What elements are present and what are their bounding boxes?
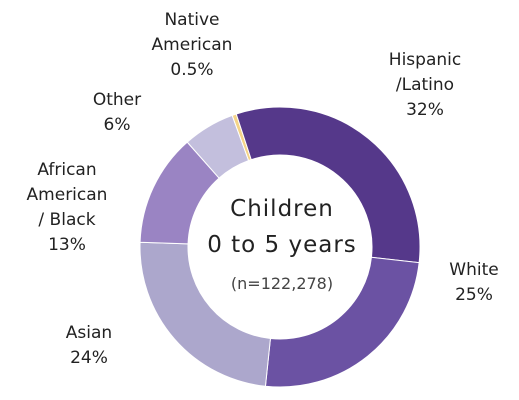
label-native-american-line1: Native — [164, 10, 220, 30]
label-native-american: Native American 0.5% — [152, 8, 233, 83]
label-other-value: 6% — [103, 115, 131, 135]
slice-asian — [139, 241, 271, 387]
label-white-value: 25% — [455, 285, 493, 305]
label-other: Other 6% — [93, 88, 141, 138]
label-african-american-line2: American — [26, 185, 108, 205]
label-asian-value: 24% — [70, 348, 108, 368]
label-hispanic-latino: Hispanic /Latino 32% — [389, 48, 461, 123]
label-other-line1: Other — [92, 90, 142, 110]
label-african-american-black: African American / Black 13% — [27, 158, 108, 258]
slice-hispanic-latino — [235, 106, 421, 264]
label-asian: Asian 24% — [66, 321, 112, 371]
label-asian-line1: Asian — [65, 323, 113, 343]
center-sample-size: (n=122,278) — [230, 274, 334, 293]
center-title-line1: Children — [230, 196, 334, 222]
label-hispanic-value: 32% — [406, 100, 444, 120]
label-african-american-line1: African — [37, 160, 97, 180]
slice-white — [264, 256, 420, 388]
label-african-american-value: 13% — [48, 235, 86, 255]
label-hispanic-line1: Hispanic — [388, 50, 462, 70]
label-native-american-value: 0.5% — [170, 60, 214, 80]
center-title-line2: 0 to 5 years — [207, 232, 357, 258]
label-white: White 25% — [449, 258, 498, 308]
label-hispanic-line2: /Latino — [395, 75, 455, 95]
label-native-american-line2: American — [151, 35, 233, 55]
label-white-line1: White — [449, 260, 499, 280]
label-african-american-line3: / Black — [38, 210, 96, 230]
slice-other — [186, 114, 250, 179]
